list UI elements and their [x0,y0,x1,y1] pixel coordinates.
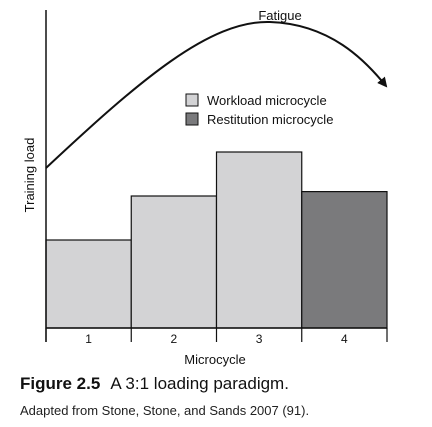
fatigue-curve [45,20,388,169]
x-ticks-layer: 1 2 3 4 [45,328,388,346]
x-tick-label: 4 [341,332,348,346]
bar-microcycle-3 [215,151,303,329]
fatigue-label: Fatigue [258,8,301,23]
x-axis-label: Microcycle [184,352,245,367]
legend: Workload microcycle Restitution microcyc… [185,93,333,127]
figure-source: Adapted from Stone, Stone, and Sands 200… [20,403,310,418]
bar-microcycle-1 [45,239,132,329]
legend-label-workload: Workload microcycle [207,93,327,108]
legend-swatch-restitution [185,112,199,126]
figure-title: A 3:1 loading paradigm. [110,374,289,393]
y-axis-label: Training load [22,138,37,213]
figure-caption: Figure 2.5 A 3:1 loading paradigm. [20,374,289,394]
bars-layer [45,151,388,329]
bar-microcycle-2 [130,195,218,329]
x-tick-label: 2 [171,332,178,346]
x-tick-label: 3 [256,332,263,346]
bar-microcycle-4 [301,191,388,329]
figure-number: Figure 2.5 [20,374,101,393]
legend-swatch-workload [185,93,199,107]
legend-label-restitution: Restitution microcycle [207,112,333,127]
chart-canvas: 1 2 3 4 Microcycle Training load Fatigue Wo… [22,8,388,367]
x-tick-label: 1 [85,332,92,346]
